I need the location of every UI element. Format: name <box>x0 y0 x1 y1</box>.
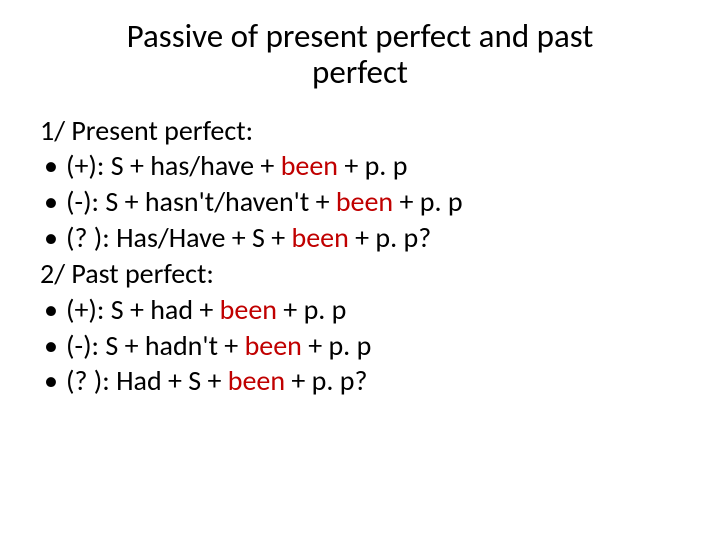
bullet-icon: • <box>40 220 66 256</box>
list-item: (-): S + hasn't/haven't + been + p. p <box>66 184 463 220</box>
section1-heading: 1/ Present perfect: <box>40 113 680 149</box>
list-item: (? ): Had + S + been + p. p? <box>66 363 367 399</box>
text-prefix: (+): S + had + <box>66 292 220 327</box>
section1-positive: • (+): S + has/have + been + p. p <box>40 148 680 184</box>
been-word: been <box>220 292 277 327</box>
section2-negative: • (-): S + hadn't + been + p. p <box>40 328 680 364</box>
text-suffix: + p. p <box>302 328 371 363</box>
list-item: (-): S + hadn't + been + p. p <box>66 328 371 364</box>
text-prefix: (-): S + hadn't + <box>66 328 245 363</box>
bullet-icon: • <box>40 328 66 364</box>
text-suffix: + p. p <box>338 148 407 183</box>
text-prefix: (? ): Had + S + <box>66 363 228 398</box>
section2-heading: 2/ Past perfect: <box>40 256 680 292</box>
text-prefix: (? ): Has/Have + S + <box>66 220 292 255</box>
been-word: been <box>228 363 285 398</box>
bullet-icon: • <box>40 184 66 220</box>
title-line-2: perfect <box>312 52 408 92</box>
text-suffix: + p. p? <box>285 363 367 398</box>
section1-negative: • (-): S + hasn't/haven't + been + p. p <box>40 184 680 220</box>
section2-question: • (? ): Had + S + been + p. p? <box>40 363 680 399</box>
been-word: been <box>281 148 338 183</box>
bullet-icon: • <box>40 148 66 184</box>
text-suffix: + p. p? <box>349 220 431 255</box>
been-word: been <box>336 184 393 219</box>
text-suffix: + p. p <box>277 292 346 327</box>
list-item: (+): S + had + been + p. p <box>66 292 346 328</box>
list-item: (? ): Has/Have + S + been + p. p? <box>66 220 431 256</box>
text-prefix: (-): S + hasn't/haven't + <box>66 184 336 219</box>
text-suffix: + p. p <box>393 184 462 219</box>
been-word: been <box>245 328 302 363</box>
been-word: been <box>292 220 349 255</box>
slide-title: Passive of present perfect and past perf… <box>40 18 680 91</box>
bullet-icon: • <box>40 363 66 399</box>
text-prefix: (+): S + has/have + <box>66 148 281 183</box>
section1-question: • (? ): Has/Have + S + been + p. p? <box>40 220 680 256</box>
list-item: (+): S + has/have + been + p. p <box>66 148 407 184</box>
section2-positive: • (+): S + had + been + p. p <box>40 292 680 328</box>
title-line-1: Passive of present perfect and past <box>127 16 594 56</box>
slide-body: 1/ Present perfect: • (+): S + has/have … <box>40 113 680 400</box>
bullet-icon: • <box>40 292 66 328</box>
slide: Passive of present perfect and past perf… <box>0 0 720 540</box>
